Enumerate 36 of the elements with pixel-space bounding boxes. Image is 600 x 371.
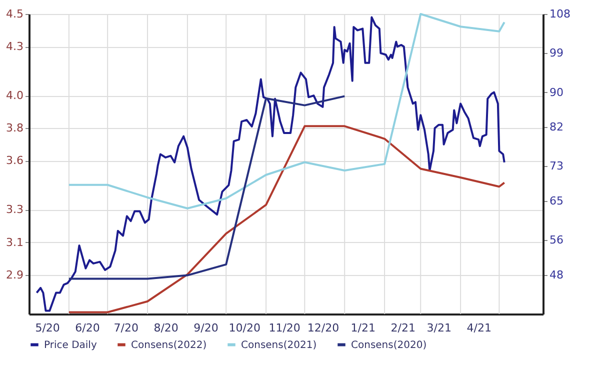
y2-tick-label: 82 [550, 120, 564, 134]
y-tick-label: 3.1 [6, 236, 24, 249]
line-series [36, 16, 506, 312]
x-tick-label: 12/20 [307, 322, 340, 334]
x-tick-label: 11/20 [268, 322, 300, 334]
y-tick-label: 3.6 [6, 154, 24, 168]
y-tick-label: 3.3 [6, 203, 24, 216]
x-tick-label: 9/20 [194, 322, 218, 334]
x-tick-label: 7/20 [114, 322, 138, 334]
y2-tick-label: 48 [550, 268, 564, 282]
y2-tick-label: 73 [550, 160, 564, 173]
x-tick-label: 1/21 [350, 322, 376, 334]
y2-tick-label: 108 [550, 8, 570, 20]
x-tick-label: 5/20 [35, 322, 60, 334]
line-series [68, 13, 506, 210]
legend-label: Price Daily [44, 340, 97, 351]
y2-tick-label: 56 [550, 234, 564, 247]
y-tick-label: 4.0 [6, 89, 24, 102]
x-tick-label: 10/20 [228, 322, 260, 334]
x-tick-label: 4/21 [466, 322, 492, 334]
y2-tick-label: 90 [550, 86, 564, 99]
y-tick-label: 2.9 [6, 268, 24, 282]
legend-label: Consens(2022) [131, 340, 207, 351]
line-series [68, 125, 506, 314]
x-tick-label: 8/20 [154, 322, 178, 334]
x-tick-label: 6/20 [75, 322, 100, 334]
y2-tick-label: 99 [550, 46, 564, 60]
y2-tick-label: 65 [550, 194, 564, 208]
legend-label: Consens(2021) [241, 340, 317, 351]
line-series [68, 95, 346, 280]
y-tick-label: 4.3 [6, 40, 24, 54]
y-tick-label: 4.5 [6, 8, 24, 20]
legend-label: Consens(2020) [351, 340, 427, 351]
x-tick-label: 3/21 [426, 322, 452, 334]
x-tick-label: 2/21 [390, 322, 416, 334]
y-tick-label: 3.8 [6, 122, 24, 135]
